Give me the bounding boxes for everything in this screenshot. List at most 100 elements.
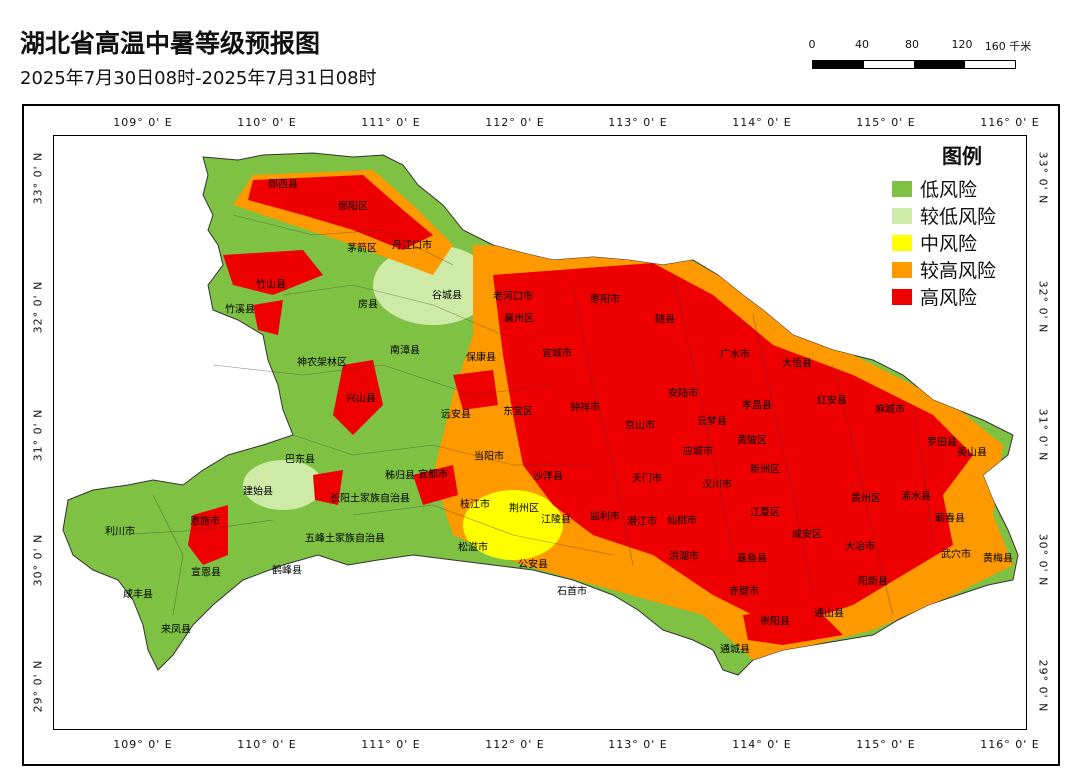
place-label: 东宝区 bbox=[503, 406, 533, 418]
place-label: 鹤峰县 bbox=[272, 565, 302, 577]
place-label: 五峰土家族自治县 bbox=[305, 533, 385, 545]
place-label: 宜城市 bbox=[542, 348, 572, 360]
place-label: 竹山县 bbox=[256, 279, 286, 291]
place-label: 崇阳县 bbox=[760, 616, 790, 628]
latitude-label: 31° 0' N bbox=[31, 408, 45, 462]
legend-swatch bbox=[892, 234, 912, 251]
legend-swatch bbox=[892, 261, 912, 278]
legend-item: 低风险 bbox=[892, 175, 1022, 202]
longitude-label: 116° 0' E bbox=[980, 116, 1040, 129]
legend-label: 较高风险 bbox=[920, 260, 997, 282]
place-label: 沙洋县 bbox=[533, 471, 563, 483]
place-label: 应城市 bbox=[683, 446, 713, 458]
place-label: 潜江市 bbox=[627, 516, 657, 528]
place-label: 麻城市 bbox=[875, 404, 905, 416]
place-label: 黄梅县 bbox=[983, 553, 1013, 565]
latitude-label: 33° 0' N bbox=[1036, 151, 1050, 205]
map-title: 湖北省高温中暑等级预报图 bbox=[20, 29, 321, 58]
longitude-label: 109° 0' E bbox=[113, 738, 173, 751]
legend-item: 中风险 bbox=[892, 229, 1022, 256]
map-frame bbox=[22, 104, 1060, 766]
legend-swatch bbox=[892, 288, 912, 305]
scale-bar: 0 40 80 120 160 千米 bbox=[808, 38, 1031, 78]
place-label: 枝江市 bbox=[460, 499, 490, 511]
legend-label: 中风险 bbox=[920, 233, 978, 255]
place-label: 茅箭区 bbox=[347, 243, 377, 255]
longitude-label: 109° 0' E bbox=[113, 116, 173, 129]
longitude-label: 115° 0' E bbox=[856, 116, 916, 129]
legend-item: 高风险 bbox=[892, 283, 1022, 310]
map-legend: 图例 低风险 较低风险 中风险 较高风险 高风险 bbox=[892, 140, 1022, 310]
latitude-label: 30° 0' N bbox=[31, 533, 45, 587]
place-label: 郧西县 bbox=[268, 179, 298, 191]
place-label: 新洲区 bbox=[750, 464, 780, 476]
legend-label: 低风险 bbox=[920, 179, 978, 201]
legend-swatch bbox=[892, 180, 912, 197]
hubei-risk-map bbox=[62, 152, 1019, 676]
place-label: 建始县 bbox=[243, 486, 273, 498]
place-label: 房县 bbox=[358, 299, 378, 311]
place-label: 郧阳区 bbox=[338, 201, 368, 213]
legend-item: 较低风险 bbox=[892, 202, 1022, 229]
place-label: 来凤县 bbox=[161, 624, 191, 636]
scale-label: 80 bbox=[905, 38, 919, 51]
place-label: 远安县 bbox=[441, 409, 471, 421]
place-label: 襄州区 bbox=[504, 313, 534, 325]
longitude-label: 113° 0' E bbox=[608, 116, 668, 129]
place-label: 谷城县 bbox=[432, 290, 462, 302]
place-label: 天门市 bbox=[632, 473, 662, 485]
place-label: 洪湖市 bbox=[669, 551, 699, 563]
place-label: 孝昌县 bbox=[742, 400, 772, 412]
place-label: 蕲春县 bbox=[935, 513, 965, 525]
latitude-label: 32° 0' N bbox=[31, 280, 45, 334]
legend-label: 较低风险 bbox=[920, 206, 997, 228]
longitude-label: 111° 0' E bbox=[361, 738, 421, 751]
place-label: 秭归县 bbox=[385, 470, 415, 482]
longitude-label: 114° 0' E bbox=[732, 116, 792, 129]
place-label: 荆州区 bbox=[509, 503, 539, 515]
place-label: 赤壁市 bbox=[729, 586, 759, 598]
legend-title: 图例 bbox=[942, 144, 982, 168]
legend-swatch bbox=[892, 207, 912, 224]
place-label: 仙桃市 bbox=[667, 515, 697, 527]
place-label: 武穴市 bbox=[941, 549, 971, 561]
place-label: 南漳县 bbox=[390, 345, 420, 357]
place-label: 石首市 bbox=[557, 586, 587, 598]
place-label: 汉川市 bbox=[702, 479, 732, 491]
longitude-label: 116° 0' E bbox=[980, 738, 1040, 751]
longitude-label: 112° 0' E bbox=[485, 116, 545, 129]
place-label: 恩施市 bbox=[190, 516, 220, 528]
place-label: 咸丰县 bbox=[123, 589, 153, 601]
place-label: 神农架林区 bbox=[297, 357, 347, 369]
place-label: 广水市 bbox=[720, 349, 750, 361]
place-label: 丹江口市 bbox=[392, 240, 432, 252]
longitude-label: 110° 0' E bbox=[237, 738, 297, 751]
scale-label: 160 千米 bbox=[984, 40, 1032, 53]
legend-item: 较高风险 bbox=[892, 256, 1022, 283]
map-subtitle: 2025年7月30日08时-2025年7月31日08时 bbox=[20, 68, 377, 89]
place-label: 宜都市 bbox=[418, 469, 448, 481]
place-label: 罗田县 bbox=[927, 437, 957, 449]
place-label: 阳新县 bbox=[858, 576, 888, 588]
place-label: 京山市 bbox=[625, 420, 655, 432]
place-label: 保康县 bbox=[466, 352, 496, 364]
place-label: 随县 bbox=[655, 314, 675, 326]
longitude-label: 110° 0' E bbox=[237, 116, 297, 129]
latitude-label: 29° 0' N bbox=[31, 659, 45, 713]
place-label: 大悟县 bbox=[782, 358, 812, 370]
place-label: 江夏区 bbox=[750, 507, 780, 519]
place-label: 当阳市 bbox=[474, 451, 504, 463]
place-label: 兴山县 bbox=[346, 393, 376, 405]
place-label: 云梦县 bbox=[697, 416, 727, 428]
legend-label: 高风险 bbox=[920, 287, 978, 309]
place-label: 利川市 bbox=[105, 526, 135, 538]
place-label: 公安县 bbox=[518, 559, 548, 571]
place-label: 嘉鱼县 bbox=[737, 553, 767, 565]
longitude-label: 111° 0' E bbox=[361, 116, 421, 129]
scale-label: 0 bbox=[808, 38, 816, 51]
scale-bar-segments bbox=[812, 60, 1016, 69]
place-label: 黄州区 bbox=[851, 493, 881, 505]
longitude-label: 112° 0' E bbox=[485, 738, 545, 751]
place-label: 安陆市 bbox=[668, 388, 698, 400]
latitude-label: 32° 0' N bbox=[1036, 280, 1050, 334]
